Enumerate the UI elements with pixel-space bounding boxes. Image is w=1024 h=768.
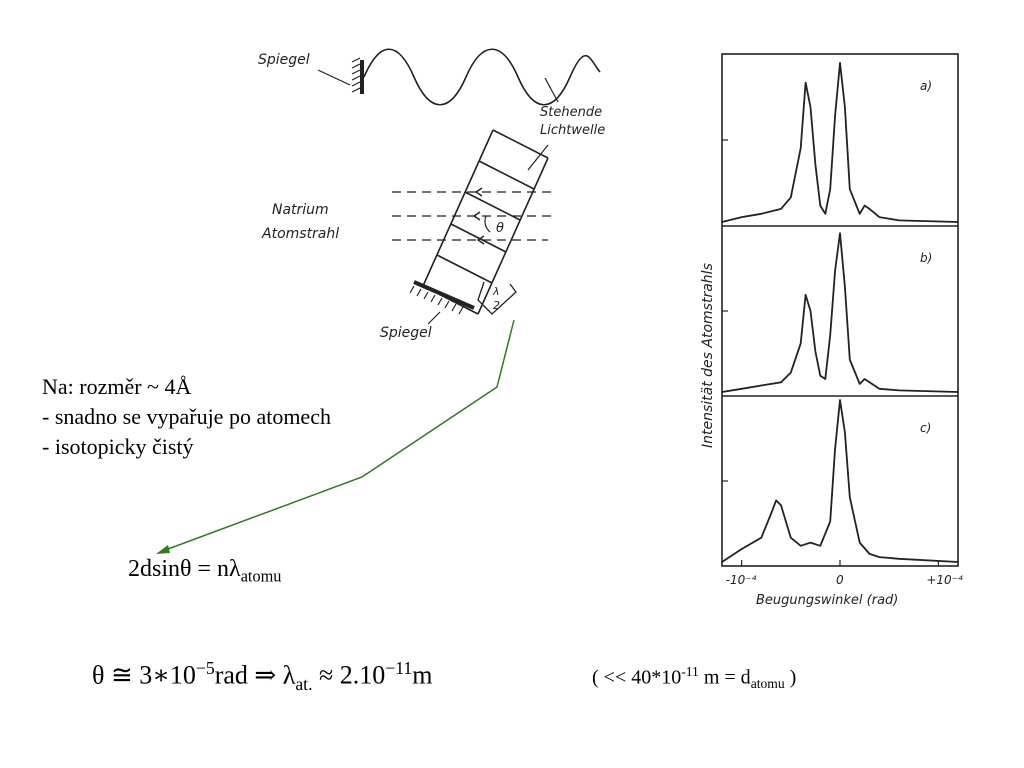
lambda-half-denominator: 2	[493, 299, 500, 312]
beam-label-line1: Natrium	[272, 202, 329, 218]
estimate-lambda-sub: at.	[295, 673, 313, 694]
panel-label-1: a)	[920, 79, 932, 93]
estimate-value: ≈ 2.10	[312, 660, 386, 690]
note-size: Na: rozměr ~ 4Å	[42, 374, 192, 399]
bragg-formula-sub: atomu	[240, 566, 282, 586]
estimate-implies: rad ⇒ λ	[214, 660, 296, 690]
panel-label-3: c)	[920, 421, 931, 435]
comparison-exp: -11	[681, 664, 699, 679]
x-tick-label: 0	[836, 573, 844, 587]
lattice-rung	[464, 191, 521, 221]
wave-label-line1: Stehende	[540, 105, 602, 120]
bottom-mirror	[413, 280, 475, 310]
mirror-bottom-label: Spiegel	[380, 325, 432, 341]
comparison-part3: )	[784, 666, 797, 689]
angle-label: θ	[496, 221, 504, 236]
atom-size-comparison: ( << 40*10-11 m = datomu )	[592, 664, 796, 692]
plot-xlabel: Beugungswinkel (rad)	[756, 593, 898, 608]
diffraction-curve-1	[721, 62, 959, 223]
lattice-rung	[450, 223, 507, 253]
atom-beam-lines	[392, 191, 556, 241]
panel-label-2: b)	[920, 251, 932, 265]
top-mirror-hatch	[351, 57, 361, 93]
connector-arrow	[159, 319, 515, 553]
mirror-top-label: Spiegel	[258, 52, 310, 68]
bottom-mirror-hatch	[409, 285, 464, 315]
lattice-leader	[527, 144, 549, 171]
bragg-formula-main: 2dsinθ = nλ	[128, 556, 241, 582]
comparison-part1: ( << 40*10	[592, 666, 682, 689]
standing-wave	[363, 48, 601, 106]
diffraction-plot: a) b) c) -10⁻⁴ 0 +10⁻⁴	[721, 53, 963, 587]
x-tick-label: -10⁻⁴	[726, 573, 757, 587]
beam-label-line2: Atomstrahl	[261, 226, 339, 242]
lambda-half-bracket	[477, 281, 517, 315]
apparatus-diagram	[317, 48, 601, 325]
lattice-left-edge	[422, 129, 494, 287]
connector-arrowhead	[156, 545, 170, 554]
lattice-rung	[436, 254, 493, 284]
plot-frame	[721, 53, 959, 567]
diffraction-curve-3	[721, 399, 959, 563]
comparison-sub: atomu	[750, 676, 785, 692]
estimate-unit: m	[412, 660, 433, 690]
lattice-right-edge	[477, 157, 549, 315]
bottom-mirror-leader	[427, 311, 441, 325]
estimate-value-exp: −11	[385, 658, 413, 678]
wave-label-line2: Lichtwelle	[540, 123, 605, 138]
bragg-formula: 2dsinθ = nλatomu	[128, 556, 281, 587]
lattice-rung	[492, 129, 549, 159]
comparison-part2: m = d	[698, 666, 751, 689]
lattice-rung	[478, 160, 535, 190]
angle-arc	[484, 215, 491, 233]
top-mirror-leader	[317, 69, 351, 86]
lambda-half-numerator: λ	[492, 285, 500, 298]
sodium-notes: Na: rozměr ~ 4Å - snadno se vypařuje po …	[42, 372, 331, 462]
x-tick-label: +10⁻⁴	[926, 573, 963, 587]
note-isotope: - isotopicky čistý	[42, 434, 194, 459]
wavelength-estimate: θ ≅ 3∗10−5rad ⇒ λat. ≈ 2.10−11m	[92, 658, 433, 695]
note-evaporation: - snadno se vypařuje po atomech	[42, 404, 331, 429]
estimate-theta: θ ≅ 3∗10	[92, 660, 196, 690]
plot-ylabel: Intensität des Atomstrahls	[700, 263, 716, 448]
diffraction-curve-2	[721, 232, 959, 393]
estimate-theta-exp: −5	[195, 658, 215, 678]
wave-leader	[544, 77, 559, 103]
beam-arrows	[472, 187, 485, 245]
